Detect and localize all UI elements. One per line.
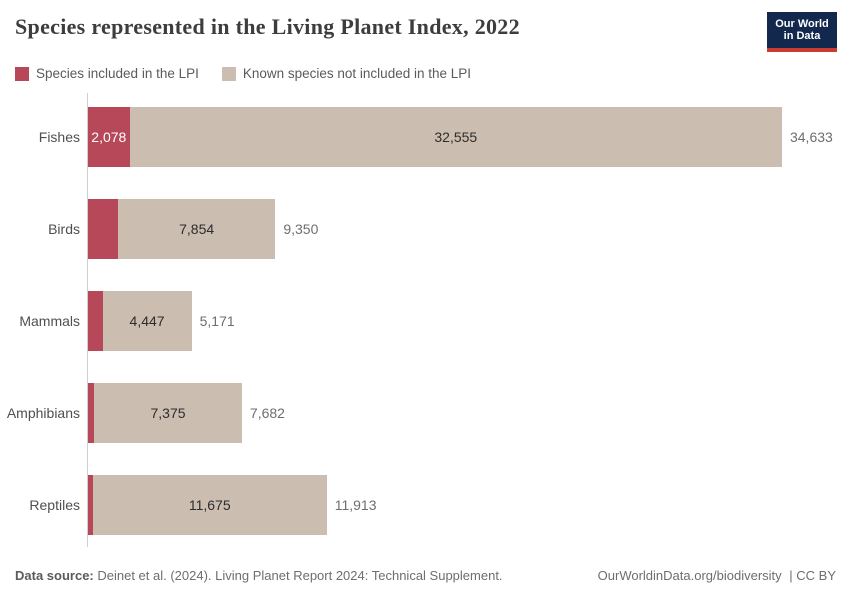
bar-row-fishes: Fishes 2,078 32,555 34,633 [0,107,850,167]
bar-segment-not-lpi: 11,675 [92,475,327,535]
bar-row-amphibians: Amphibians 7,375 7,682 [0,383,850,443]
legend: Species included in the LPI Known specie… [15,66,471,81]
bar-segment-not-lpi: 32,555 [129,107,782,167]
segment-value: 11,675 [188,497,231,513]
data-source-label: Data source: [15,568,94,583]
bar-chart: Fishes 2,078 32,555 34,633 Birds 7,854 [0,93,850,547]
total-value: 9,350 [283,221,319,237]
page-title: Species represented in the Living Planet… [15,14,520,39]
bar-row-reptiles: Reptiles 11,675 11,913 [0,475,850,535]
bar-segment-lpi [88,199,118,259]
owid-url-link[interactable]: OurWorldinData.org/biodiversity [597,568,782,583]
segment-value: 7,375 [150,405,186,421]
total-value: 7,682 [249,405,285,421]
total-value: 34,633 [789,129,833,145]
bar-segment-not-lpi: 7,375 [94,383,242,443]
bar-segment-lpi [88,383,95,443]
bar-segment-lpi [88,291,103,351]
legend-swatch-not-lpi-icon [221,66,236,81]
legend-label-lpi: Species included in the LPI [36,66,199,81]
owid-logo-line2: in Data [783,30,821,42]
data-source: Data source: Deinet et al. (2024). Livin… [15,568,503,583]
bar-segment-lpi: 2,078 [88,107,130,167]
data-source-text: Deinet et al. (2024). Living Planet Repo… [93,568,503,583]
category-label: Fishes [38,129,80,145]
stacked-bar: 7,375 7,682 [88,383,285,443]
stacked-bar: 2,078 32,555 34,633 [88,107,833,167]
segment-value: 7,854 [179,221,215,237]
bar-row-mammals: Mammals 4,447 5,171 [0,291,850,351]
bar-segment-not-lpi: 4,447 [102,291,192,351]
segment-value: 32,555 [434,129,478,145]
category-label: Birds [48,221,80,237]
total-value: 5,171 [199,313,235,329]
stacked-bar: 11,675 11,913 [88,475,376,535]
stacked-bar: 7,854 9,350 [88,199,318,259]
category-label: Amphibians [6,405,80,421]
segment-value: 4,447 [129,313,165,329]
category-label: Reptiles [29,497,80,513]
owid-logo-line1: Our World [775,17,829,30]
owid-logo[interactable]: Our World in Data [767,12,837,52]
legend-item-not-lpi: Known species not included in the LPI [221,66,472,81]
bar-segment-lpi [88,475,93,535]
y-axis-line [87,93,88,547]
stacked-bar: 4,447 5,171 [88,291,235,351]
legend-item-lpi: Species included in the LPI [15,66,199,81]
license-label: | CC BY [789,568,836,583]
bar-segment-not-lpi: 7,854 [117,199,276,259]
attribution: OurWorldinData.org/biodiversity | CC BY [598,568,836,583]
legend-label-not-lpi: Known species not included in the LPI [242,66,472,81]
bar-row-birds: Birds 7,854 9,350 [0,199,850,259]
segment-value: 2,078 [91,129,127,145]
footer: Data source: Deinet et al. (2024). Livin… [15,568,836,583]
category-label: Mammals [19,313,80,329]
total-value: 11,913 [334,497,377,513]
legend-swatch-lpi-icon [15,66,29,81]
